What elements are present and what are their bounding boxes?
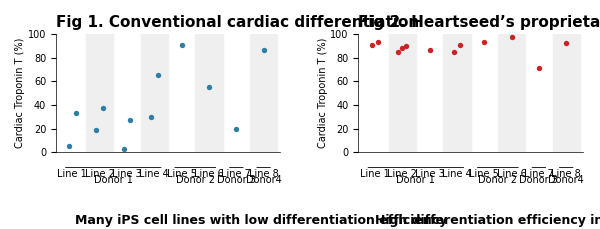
Point	[393, 50, 403, 54]
Bar	[140, 34, 168, 152]
Text: Donor 3: Donor 3	[217, 175, 256, 185]
Point	[479, 40, 489, 44]
Point	[92, 128, 101, 131]
Point	[98, 106, 107, 110]
Bar	[86, 34, 113, 152]
Point	[449, 50, 458, 54]
Point	[125, 118, 135, 122]
Point	[397, 46, 407, 50]
Point	[232, 127, 241, 130]
Bar	[498, 34, 525, 152]
Text: Donor 1: Donor 1	[94, 175, 133, 185]
Text: Donor 3: Donor 3	[520, 175, 558, 185]
Text: Fig 1. Conventional cardiac differentiation: Fig 1. Conventional cardiac differentiat…	[56, 15, 419, 30]
Point	[455, 43, 465, 46]
Bar	[250, 34, 277, 152]
Point	[401, 44, 411, 48]
Text: Donor 2: Donor 2	[176, 175, 215, 185]
Point	[119, 147, 128, 150]
Text: Fig 2. Heartseed’s proprietary differentiation: Fig 2. Heartseed’s proprietary different…	[358, 15, 600, 30]
Y-axis label: Cardiac Troponin T (%): Cardiac Troponin T (%)	[15, 38, 25, 148]
Text: Donor4: Donor4	[548, 175, 584, 185]
Point	[153, 74, 163, 77]
Point	[204, 85, 214, 89]
Point	[425, 49, 434, 52]
Point	[562, 42, 571, 45]
Point	[71, 111, 80, 115]
Point	[534, 66, 544, 70]
Bar	[443, 34, 470, 152]
Point	[367, 43, 376, 46]
Text: Donor4: Donor4	[246, 175, 281, 185]
Bar	[553, 34, 580, 152]
Point	[373, 40, 383, 44]
Y-axis label: Cardiac Troponin T (%): Cardiac Troponin T (%)	[317, 38, 328, 148]
Text: High differentiation efficiency in all iPSC lines: High differentiation efficiency in all i…	[375, 214, 600, 227]
Text: Donor 1: Donor 1	[397, 175, 435, 185]
Point	[146, 115, 156, 119]
Bar	[195, 34, 223, 152]
Point	[64, 144, 74, 148]
Point	[177, 43, 187, 46]
Point	[259, 49, 268, 52]
Text: Many iPS cell lines with low differentiation efficiency: Many iPS cell lines with low differentia…	[75, 214, 447, 227]
Text: Donor 2: Donor 2	[478, 175, 517, 185]
Bar	[389, 34, 416, 152]
Point	[507, 36, 517, 39]
